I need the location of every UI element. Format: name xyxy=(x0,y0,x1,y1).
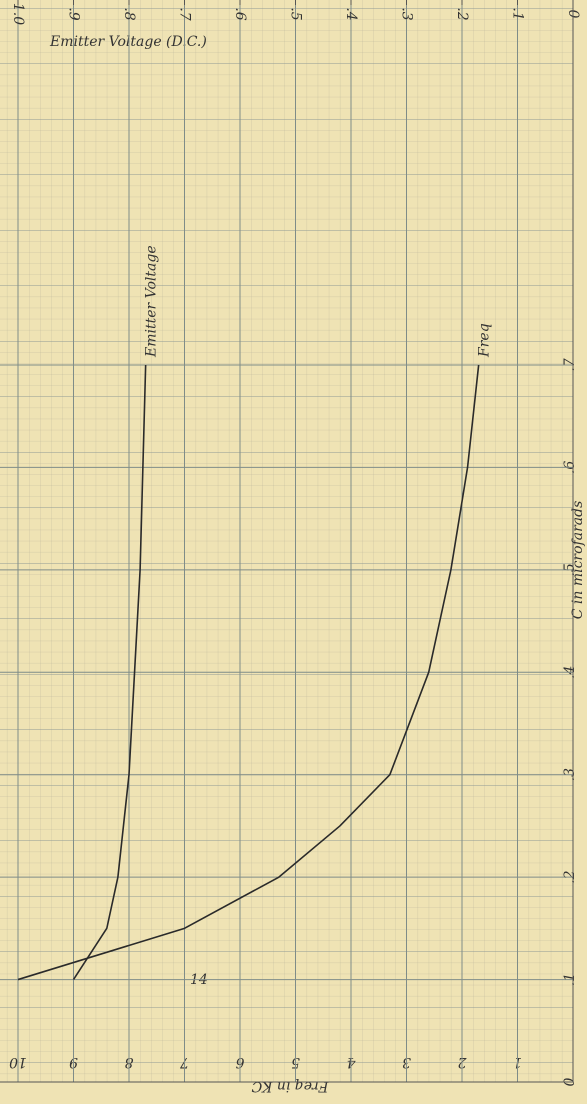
graph-paper xyxy=(0,0,573,1082)
y2-tick-label: 1.0 xyxy=(10,3,26,25)
y2-tick-label: .5 xyxy=(288,7,304,20)
y2-tick-label: .9 xyxy=(66,7,82,20)
y-axis-label: Freq in KC xyxy=(251,1078,329,1094)
y2-tick-label: .2 xyxy=(454,7,470,20)
y2-tick-label: .8 xyxy=(121,7,137,20)
y2-tick-label: .3 xyxy=(399,7,415,20)
series-label: Freq xyxy=(477,323,493,358)
data-line xyxy=(17,364,480,981)
x-axis-label: C in microfarads xyxy=(570,501,586,620)
y2-tick-label: .6 xyxy=(232,7,248,20)
y2-tick-label: .7 xyxy=(177,7,193,20)
y2-tick-label: .1 xyxy=(510,7,526,20)
series-label: Emitter Voltage xyxy=(144,245,160,358)
y2-tick-label: .4 xyxy=(343,7,359,20)
chart-title: Emitter Voltage (D.C.) xyxy=(49,34,207,50)
data-line xyxy=(72,364,147,981)
